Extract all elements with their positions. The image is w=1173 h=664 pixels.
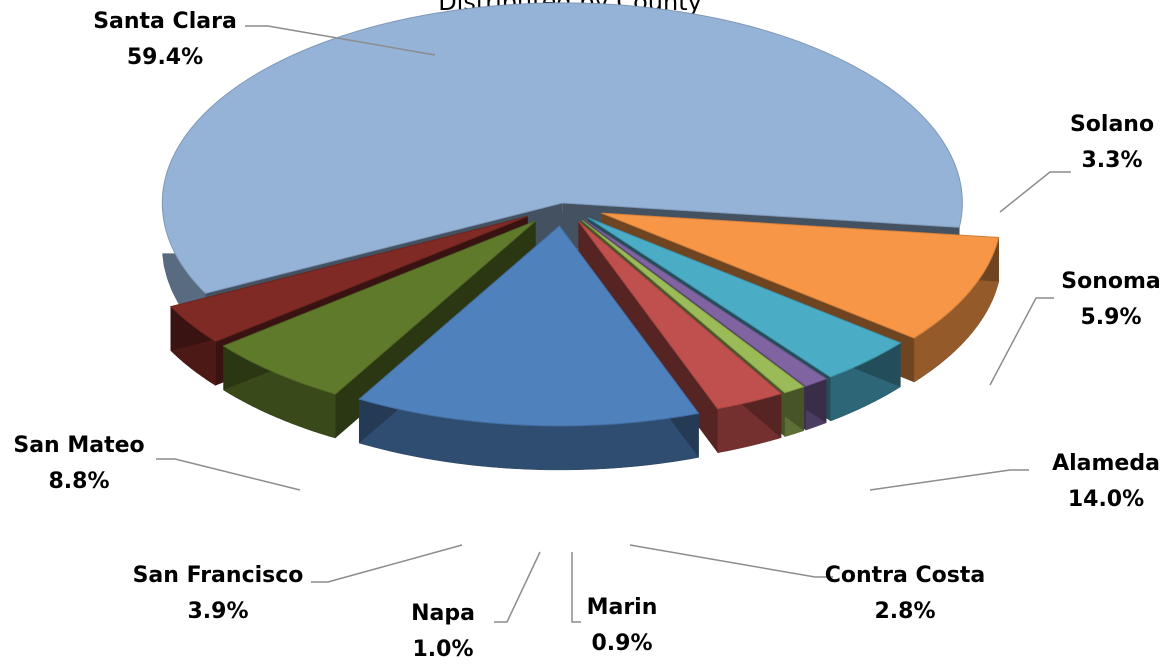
slice-name-label: San Mateo: [13, 433, 144, 458]
slice-name-label: Marin: [587, 595, 658, 620]
slice-name-label: Solano: [1070, 112, 1154, 137]
leader-lines: [156, 25, 1071, 623]
slice-san-mateo: [601, 212, 1000, 339]
leader-line-san-francisco: [311, 544, 463, 583]
leader-line-contra-costa: [629, 544, 833, 578]
slice-value-label: 2.8%: [874, 599, 935, 624]
slice-value-label: 59.4%: [127, 45, 203, 70]
slice-name-label: Napa: [411, 601, 475, 626]
slice-name-label: Contra Costa: [825, 563, 986, 588]
slice-santa-clara: [161, 2, 963, 294]
slice-contra-costa: [578, 220, 783, 410]
slice-san-francisco: [587, 217, 902, 378]
slice-value-label: 5.9%: [1080, 305, 1141, 330]
slice-napa: [583, 219, 828, 387]
leader-line-solano: [999, 171, 1071, 213]
leader-line-sonoma: [989, 297, 1054, 386]
slice-name-label: Sonoma: [1061, 269, 1161, 294]
leader-line-san-mateo: [156, 458, 301, 491]
slice-value-label: 0.9%: [591, 631, 652, 656]
slice-name-label: Alameda: [1052, 451, 1160, 476]
leader-line-alameda: [869, 469, 1029, 491]
slice-alameda: [358, 225, 700, 427]
pie-faces: [161, 2, 1000, 471]
slice-name-label: Santa Clara: [93, 9, 237, 34]
slice-value-label: 1.0%: [412, 637, 473, 662]
slice-sonoma: [222, 220, 536, 395]
slice-value-label: 3.3%: [1081, 148, 1142, 173]
slice-value-label: 3.9%: [187, 599, 248, 624]
slice-name-label: San Francisco: [133, 563, 304, 588]
slice-value-label: 14.0%: [1068, 487, 1144, 512]
slice-labels: Santa Clara 59.4% Solano 3.3% Sonoma 5.9% Alam…: [13, 9, 1160, 662]
leader-line-santa-clara: [245, 25, 436, 56]
slice-value-label: 8.8%: [48, 469, 109, 494]
slice-solano: [169, 215, 528, 343]
slice-marin: [581, 219, 805, 394]
leader-line-marin: [571, 552, 581, 623]
leader-line-napa: [494, 551, 541, 623]
